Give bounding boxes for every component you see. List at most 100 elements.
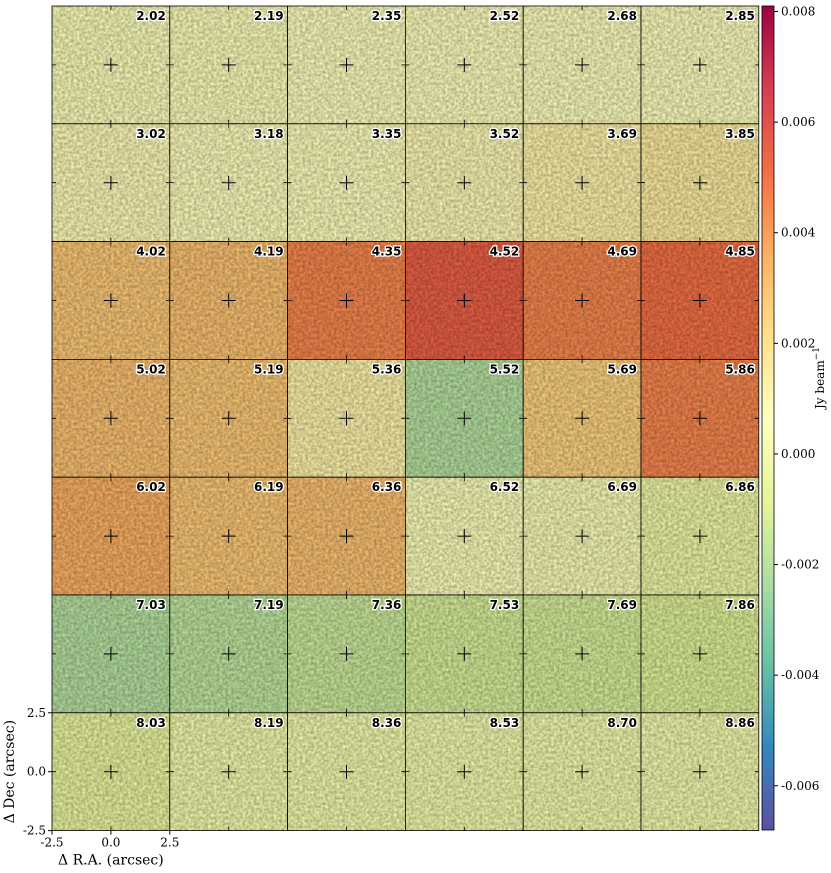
center-cross: [575, 646, 590, 661]
y-tick-label: 2.5: [27, 706, 46, 720]
center-cross: [339, 57, 354, 72]
center-cross: [457, 293, 472, 308]
colorbar-gradient: [761, 5, 775, 831]
channel-panel: 5.02: [51, 358, 171, 478]
colorbar-tick-label: -0.006: [781, 779, 819, 793]
channel-panel: 5.86: [640, 358, 760, 478]
channel-panel: 6.86: [640, 476, 760, 596]
panel-ticks: [169, 712, 288, 831]
panel-ticks: [287, 595, 406, 713]
center-cross: [457, 529, 472, 544]
panel-ticks: [523, 241, 641, 360]
center-cross: [221, 529, 236, 544]
channel-panel: 2.85: [640, 5, 760, 125]
center-cross: [575, 57, 590, 72]
channel-panel: 3.69: [522, 123, 642, 243]
panel-ticks: [287, 477, 406, 595]
colorbar-tick-label: 0.008: [781, 5, 815, 19]
velocity-label: 4.35: [372, 245, 402, 259]
velocity-label: 2.02: [136, 9, 166, 23]
center-cross: [692, 646, 707, 661]
center-cross: [692, 57, 707, 72]
center-cross: [457, 57, 472, 72]
panel-ticks: [523, 359, 641, 478]
y-axis-label: Δ Dec (arcsec): [2, 720, 18, 823]
channel-panel: 7.36: [287, 594, 406, 714]
panel-ticks: [523, 6, 641, 124]
velocity-label: 5.36: [372, 362, 402, 376]
x-tick-label: 2.5: [160, 836, 179, 850]
channel-panel: 2.52: [404, 5, 524, 125]
axes-decoration: -2.5 0.0 2.5 2.5 0.0 -2.5 Δ R.A. (arcsec) Δ Dec…: [2, 706, 179, 869]
panel-ticks: [523, 477, 641, 595]
colorbar-tick-label: 0.006: [781, 115, 815, 129]
panel-ticks: [405, 595, 524, 713]
center-cross: [692, 411, 707, 426]
panel-ticks: [169, 477, 288, 595]
center-cross: [339, 411, 354, 426]
x-tick-label: 0.0: [101, 836, 120, 850]
velocity-label: 4.85: [725, 245, 755, 259]
channel-panel: 2.35: [287, 5, 406, 125]
panel-ticks: [287, 123, 406, 242]
velocity-label: 5.86: [725, 362, 755, 376]
center-cross: [692, 529, 707, 544]
colorbar-tick-label: -0.004: [781, 668, 820, 682]
velocity-label: 8.19: [254, 716, 284, 730]
center-cross: [575, 764, 590, 779]
colorbar-label-unit: Jy beam: [813, 360, 827, 411]
panel-ticks: [287, 359, 406, 478]
velocity-label: 6.02: [136, 480, 166, 494]
panel-ticks: [641, 595, 759, 713]
y-tick-label: -2.5: [23, 824, 46, 838]
panel-ticks: [405, 477, 524, 595]
panel-ticks: [523, 123, 641, 242]
colorbar-tick-label: 0.002: [781, 336, 815, 350]
channel-panel: 7.69: [522, 594, 642, 714]
colorbar-tick-label: 0.000: [781, 447, 815, 461]
velocity-label: 4.69: [607, 245, 637, 259]
center-cross: [575, 411, 590, 426]
panel-ticks: [641, 359, 759, 478]
channel-panel: 7.53: [404, 594, 524, 714]
channel-panel: 2.19: [169, 5, 289, 125]
panel-ticks: [641, 712, 759, 831]
panel-ticks: [405, 6, 524, 124]
velocity-label: 3.02: [136, 127, 166, 141]
velocity-label: 3.69: [607, 127, 637, 141]
velocity-label: 2.68: [607, 9, 637, 23]
panel-ticks: [405, 123, 524, 242]
center-cross: [457, 175, 472, 190]
center-cross: [221, 57, 236, 72]
velocity-label: 7.53: [490, 598, 520, 612]
center-cross: [221, 293, 236, 308]
channel-panel: 8.53: [404, 712, 524, 831]
colorbar-tick-label: -0.002: [781, 558, 819, 572]
panel-ticks: [52, 595, 170, 713]
velocity-label: 8.70: [607, 716, 637, 730]
channel-panel: 3.02: [51, 123, 171, 243]
channel-panel: 3.18: [169, 123, 289, 243]
center-cross: [692, 175, 707, 190]
colorbar: 0.008 0.006 0.004 0.002 0.000 -0.002 -0.004 -0.…: [761, 5, 827, 831]
center-cross: [692, 293, 707, 308]
channel-panel: 3.52: [404, 123, 524, 243]
velocity-label: 6.52: [490, 480, 520, 494]
panel-ticks: [405, 241, 524, 360]
channel-panel: 3.85: [640, 123, 760, 243]
center-cross: [221, 646, 236, 661]
velocity-label: 8.86: [725, 716, 755, 730]
center-cross: [339, 293, 354, 308]
panel-ticks: [641, 477, 759, 595]
panel-ticks: [169, 241, 288, 360]
velocity-label: 2.85: [725, 9, 755, 23]
panel-grid: 2.02 2.19 2.35 2.52 2.68 2.85 3.02 3.18 3.35 3.52…: [51, 5, 760, 831]
panel-ticks: [52, 6, 170, 124]
center-cross: [457, 411, 472, 426]
channel-panel: 6.02: [51, 476, 171, 596]
velocity-label: 3.85: [725, 127, 755, 141]
panel-ticks: [641, 6, 759, 124]
panel-ticks: [287, 241, 406, 360]
panel-ticks: [287, 712, 406, 831]
panel-ticks: [169, 359, 288, 478]
